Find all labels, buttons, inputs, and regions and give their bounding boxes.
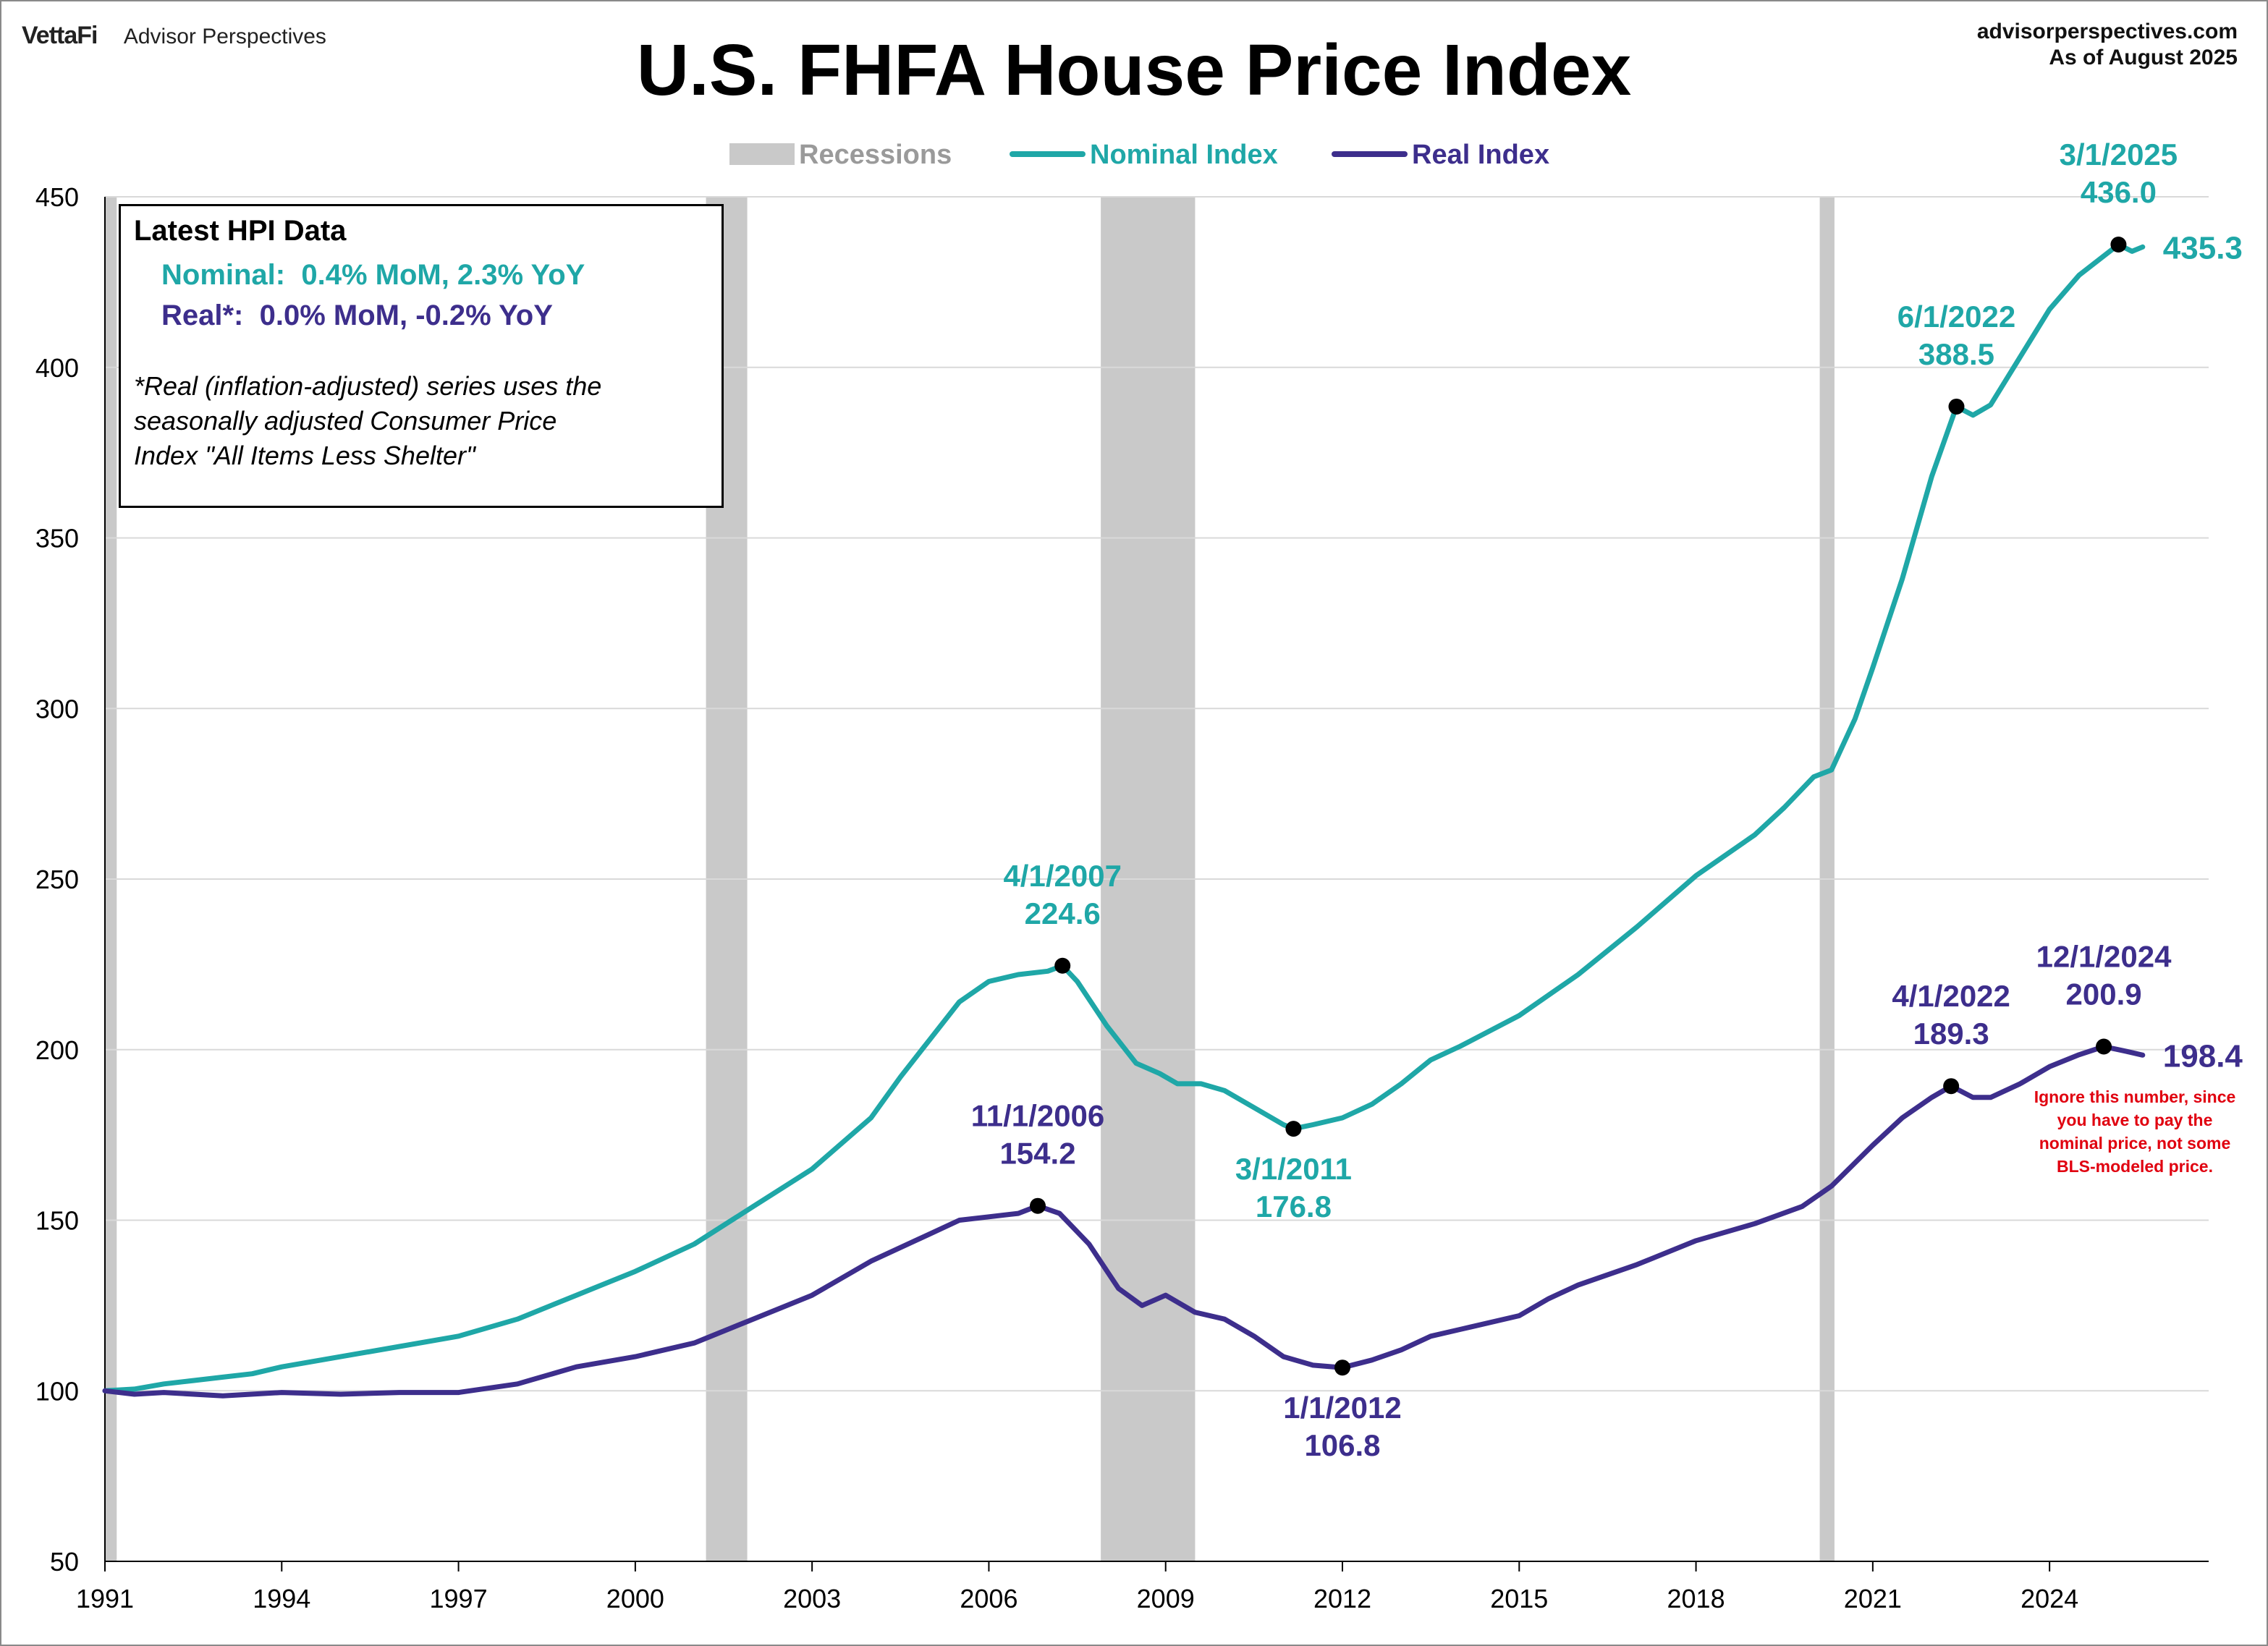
- annotation-value: 189.3: [1913, 1017, 1989, 1051]
- x-tick-label: 1997: [430, 1584, 488, 1613]
- source-site: advisorperspectives.com: [1976, 20, 2238, 43]
- x-tick-label: 1994: [253, 1584, 310, 1613]
- x-tick-label: 2021: [1844, 1584, 1902, 1613]
- annotation-date: 3/1/2025: [2060, 137, 2178, 171]
- warning-line: BLS-modeled price.: [2057, 1157, 2213, 1176]
- latest-hpi-box: Latest HPI Data Nominal: 0.4% MoM, 2.3% …: [119, 204, 724, 508]
- y-tick-label: 200: [35, 1035, 79, 1065]
- series-lines: [102, 242, 2146, 1399]
- last-value-label: 198.4: [2163, 1038, 2243, 1074]
- y-tick-label: 50: [50, 1547, 79, 1577]
- vettafi-logo: VettaFi: [22, 22, 98, 49]
- legend-label: Real Index: [1412, 140, 1549, 170]
- annotation-marker: [1030, 1197, 1046, 1214]
- x-tick-label: 2018: [1667, 1584, 1725, 1613]
- legend: Recessions Nominal Index Real Index: [729, 140, 1549, 170]
- warning-line: nominal price, not some: [2039, 1134, 2231, 1153]
- legend-label: Nominal Index: [1090, 140, 1278, 170]
- y-tick-label: 100: [35, 1376, 79, 1406]
- annotation-marker: [1334, 1359, 1350, 1376]
- real-stats: Real*: 0.0% MoM, -0.2% YoY: [161, 300, 553, 331]
- source-block: advisorperspectives.com As of August 202…: [1977, 19, 2238, 71]
- real-index-line: [102, 1044, 2146, 1399]
- y-tick-label: 150: [35, 1206, 79, 1236]
- y-tick-label: 300: [35, 694, 79, 724]
- annotation-marker: [1943, 1078, 1960, 1095]
- legend-swatch: [1332, 151, 1408, 157]
- warning-line: Ignore this number, since: [2034, 1087, 2236, 1106]
- y-tick-label: 400: [35, 353, 79, 383]
- x-tick-label: 1991: [76, 1584, 134, 1613]
- annotation-date: 6/1/2022: [1897, 300, 2016, 334]
- note-line: Index "All Items Less Shelter": [134, 441, 475, 470]
- legend-swatch: [1010, 151, 1086, 157]
- annotation-value: 224.6: [1025, 896, 1101, 930]
- axes: 50 100 150 200 250 300 350 400 450 1991 1994 1997 20…: [35, 182, 2209, 1613]
- note-line: *Real (inflation-adjusted) series uses t…: [134, 371, 602, 401]
- annotation-marker: [1285, 1121, 1302, 1137]
- brand-name: Advisor Perspectives: [123, 25, 326, 48]
- annotation-value: 154.2: [999, 1137, 1075, 1171]
- as-of-date: As of August 2025: [2049, 46, 2238, 69]
- x-tick-label: 2003: [783, 1584, 841, 1613]
- x-tick-label: 2006: [960, 1584, 1017, 1613]
- annotation-date: 1/1/2012: [1283, 1391, 1402, 1425]
- nominal-index-line: [102, 242, 2146, 1393]
- nominal-stats: Nominal: 0.4% MoM, 2.3% YoY: [161, 259, 585, 291]
- annotation-marker: [2096, 1038, 2112, 1055]
- x-tick-label: 2012: [1313, 1584, 1371, 1613]
- note-line: seasonally adjusted Consumer Price: [134, 406, 557, 436]
- warning-line: you have to pay the: [2057, 1111, 2213, 1129]
- annotation-date: 4/1/2022: [1892, 979, 2010, 1013]
- x-tick-label: 2000: [606, 1584, 664, 1613]
- real-series-note: *Real (inflation-adjusted) series uses t…: [134, 369, 708, 473]
- y-tick-label: 350: [35, 524, 79, 553]
- annotation-value: 106.8: [1304, 1428, 1380, 1462]
- legend-swatch: [729, 143, 795, 165]
- annotation-value: 388.5: [1918, 337, 1994, 371]
- annotation-value: 200.9: [2066, 977, 2142, 1011]
- annotation-value: 176.8: [1256, 1189, 1332, 1223]
- annotation-marker: [1948, 398, 1965, 415]
- chart-title: U.S. FHFA House Price Index: [636, 30, 1632, 111]
- y-tick-label: 250: [35, 865, 79, 894]
- legend-label: Recessions: [799, 140, 952, 170]
- x-tick-label: 2024: [2021, 1584, 2078, 1613]
- annotation-date: 11/1/2006: [971, 1099, 1105, 1133]
- last-value-label: 435.3: [2163, 230, 2243, 266]
- annotation-marker: [2110, 237, 2127, 253]
- info-box-title: Latest HPI Data: [134, 215, 347, 247]
- annotation-date: 12/1/2024: [2036, 940, 2172, 974]
- annotation-value: 436.0: [2081, 175, 2157, 209]
- annotation-date: 4/1/2007: [1003, 859, 1122, 893]
- x-tick-label: 2015: [1490, 1584, 1548, 1613]
- annotation-marker: [1054, 957, 1071, 974]
- annotation-date: 3/1/2011: [1235, 1152, 1352, 1186]
- y-tick-label: 450: [35, 182, 79, 212]
- x-tick-label: 2009: [1137, 1584, 1195, 1613]
- warning-note: Ignore this number, since you have to pa…: [1997, 1085, 2268, 1178]
- brand: VettaFi Advisor Perspectives: [22, 22, 326, 50]
